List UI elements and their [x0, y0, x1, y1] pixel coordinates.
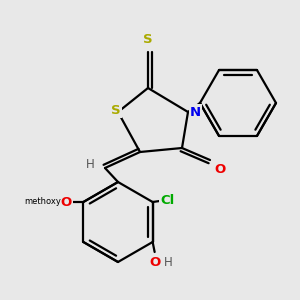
- Text: O: O: [149, 256, 160, 269]
- Text: S: S: [143, 33, 153, 46]
- Text: S: S: [111, 103, 121, 116]
- Text: H: H: [164, 256, 172, 269]
- Text: Cl: Cl: [160, 194, 175, 206]
- Text: H: H: [86, 158, 95, 170]
- Text: methoxy: methoxy: [25, 196, 62, 206]
- Text: O: O: [60, 196, 71, 208]
- Text: N: N: [190, 106, 201, 118]
- Text: O: O: [214, 163, 225, 176]
